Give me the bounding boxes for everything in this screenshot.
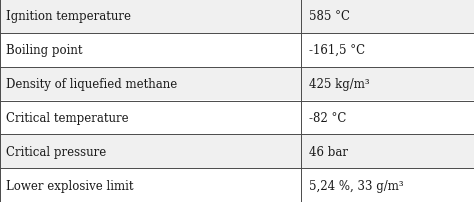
Text: Lower explosive limit: Lower explosive limit	[6, 179, 133, 192]
Bar	[0, 67, 474, 101]
Text: Critical temperature: Critical temperature	[6, 111, 128, 124]
Bar	[0, 0, 474, 34]
Text: Boiling point: Boiling point	[6, 44, 82, 57]
Text: 46 bar: 46 bar	[309, 145, 347, 158]
Text: Ignition temperature: Ignition temperature	[6, 10, 131, 23]
Text: Density of liquefied methane: Density of liquefied methane	[6, 78, 177, 91]
Bar	[0, 135, 474, 168]
Text: 5,24 %, 33 g/m³: 5,24 %, 33 g/m³	[309, 179, 403, 192]
Bar	[0, 168, 474, 202]
Text: 585 °C: 585 °C	[309, 10, 349, 23]
Text: -161,5 °C: -161,5 °C	[309, 44, 365, 57]
Text: -82 °C: -82 °C	[309, 111, 346, 124]
Text: 425 kg/m³: 425 kg/m³	[309, 78, 369, 91]
Bar	[0, 34, 474, 67]
Bar	[0, 101, 474, 135]
Text: Critical pressure: Critical pressure	[6, 145, 106, 158]
